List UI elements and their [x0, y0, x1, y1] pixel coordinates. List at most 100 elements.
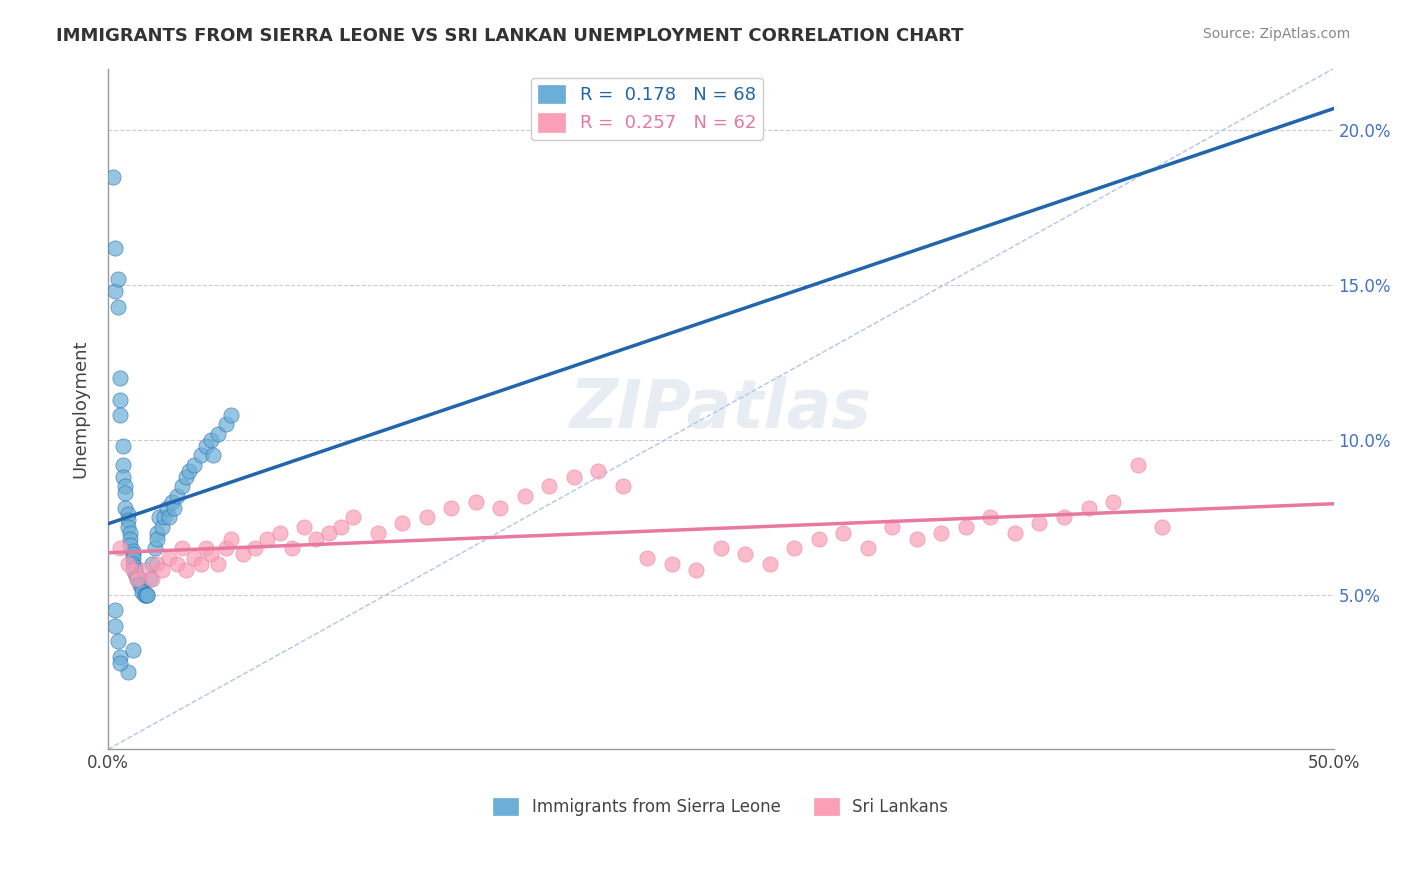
Point [214, 417, 236, 432]
Point [170, 541, 193, 556]
Point [243, 541, 266, 556]
Point [367, 525, 389, 540]
Point [759, 557, 782, 571]
Point [195, 439, 218, 453]
Point [415, 510, 437, 524]
Point [111, 470, 134, 484]
Point [166, 489, 188, 503]
Point [207, 557, 229, 571]
Point [111, 458, 134, 472]
Point [110, 541, 132, 556]
Point [1150, 519, 1173, 533]
Point [166, 557, 188, 571]
Point [131, 584, 153, 599]
Point [131, 582, 153, 596]
Point [118, 538, 141, 552]
Point [127, 569, 149, 583]
Point [329, 519, 352, 533]
Point [256, 532, 278, 546]
Point [124, 563, 146, 577]
Point [1126, 458, 1149, 472]
Point [136, 588, 159, 602]
Point [190, 449, 212, 463]
Point [117, 519, 139, 533]
Point [734, 548, 756, 562]
Point [183, 550, 205, 565]
Point [905, 532, 928, 546]
Point [146, 557, 169, 571]
Point [153, 510, 176, 524]
Point [141, 572, 163, 586]
Point [170, 479, 193, 493]
Point [104, 603, 127, 617]
Point [110, 371, 132, 385]
Point [118, 525, 141, 540]
Point [1004, 525, 1026, 540]
Point [200, 433, 222, 447]
Point [117, 513, 139, 527]
Point [121, 548, 143, 562]
Legend: Immigrants from Sierra Leone, Sri Lankans: Immigrants from Sierra Leone, Sri Lankan… [486, 791, 955, 822]
Point [121, 557, 143, 571]
Point [110, 649, 132, 664]
Point [107, 300, 129, 314]
Point [156, 500, 179, 515]
Point [101, 169, 124, 184]
Point [219, 532, 242, 546]
Point [342, 510, 364, 524]
Point [141, 557, 163, 571]
Point [318, 525, 340, 540]
Point [121, 563, 143, 577]
Point [177, 464, 200, 478]
Point [464, 495, 486, 509]
Point [391, 516, 413, 531]
Point [110, 656, 132, 670]
Point [117, 507, 139, 521]
Point [107, 272, 129, 286]
Point [124, 566, 146, 580]
Point [121, 544, 143, 558]
Point [612, 479, 634, 493]
Point [586, 464, 609, 478]
Point [110, 408, 132, 422]
Point [104, 285, 127, 299]
Text: ZIPatlas: ZIPatlas [569, 376, 872, 442]
Point [562, 470, 585, 484]
Point [200, 548, 222, 562]
Point [207, 426, 229, 441]
Point [882, 519, 904, 533]
Point [104, 618, 127, 632]
Point [783, 541, 806, 556]
Point [143, 541, 166, 556]
Point [807, 532, 830, 546]
Point [157, 550, 180, 565]
Point [121, 550, 143, 565]
Point [136, 588, 159, 602]
Point [110, 392, 132, 407]
Point [157, 510, 180, 524]
Point [114, 485, 136, 500]
Point [176, 470, 198, 484]
Point [128, 578, 150, 592]
Point [538, 479, 561, 493]
Point [305, 532, 328, 546]
Point [146, 525, 169, 540]
Point [489, 500, 512, 515]
Point [117, 557, 139, 571]
Point [114, 479, 136, 493]
Point [134, 588, 156, 602]
Point [150, 563, 173, 577]
Point [710, 541, 733, 556]
Y-axis label: Unemployment: Unemployment [72, 340, 89, 478]
Point [1102, 495, 1125, 509]
Point [190, 557, 212, 571]
Point [219, 408, 242, 422]
Point [128, 575, 150, 590]
Point [124, 559, 146, 574]
Point [127, 572, 149, 586]
Point [111, 439, 134, 453]
Point [832, 525, 855, 540]
Point [146, 532, 169, 546]
Point [685, 563, 707, 577]
Point [127, 572, 149, 586]
